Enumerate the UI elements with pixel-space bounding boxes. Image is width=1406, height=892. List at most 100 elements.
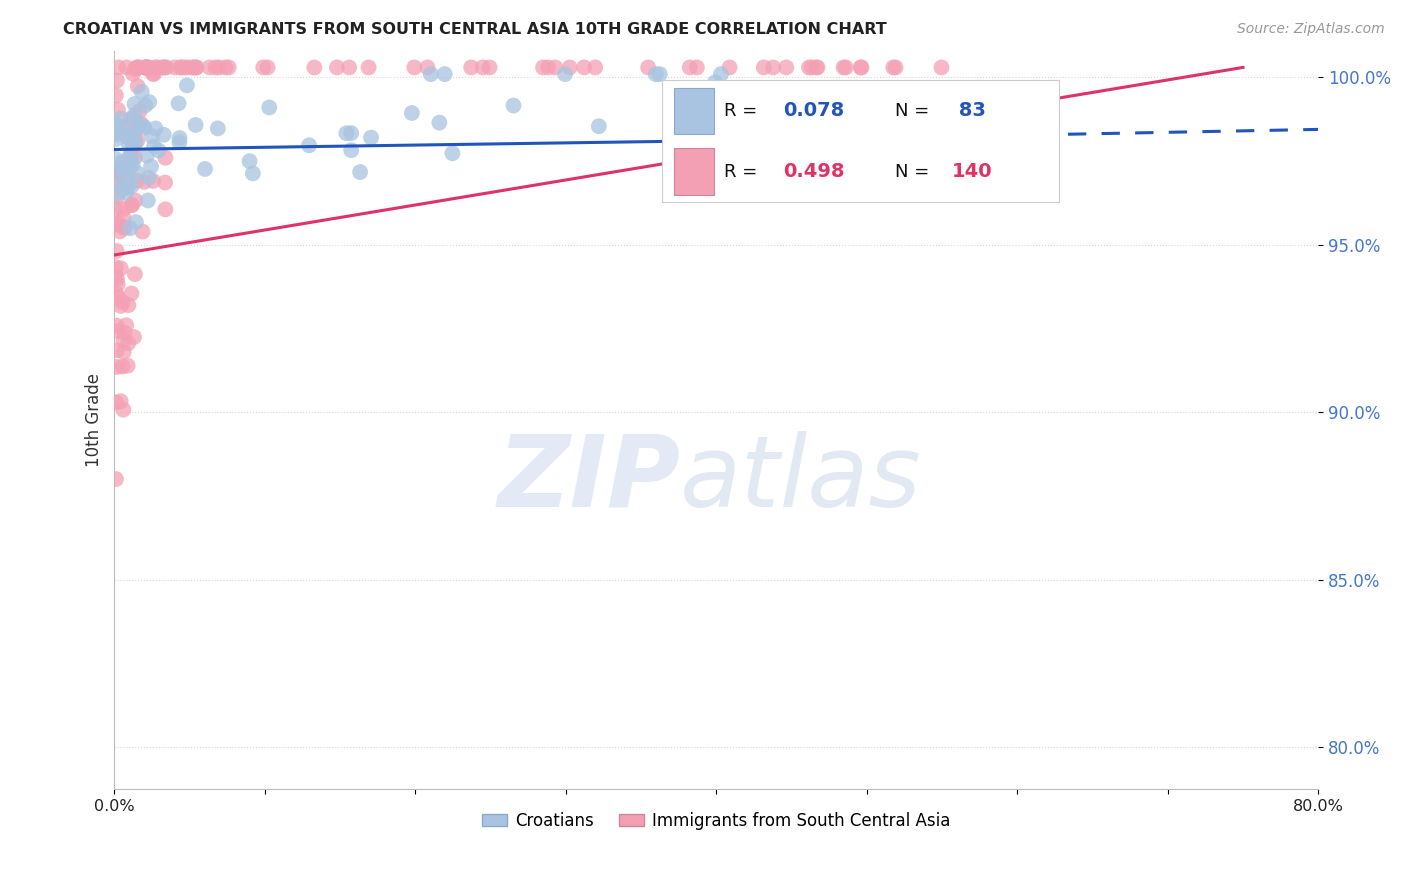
Point: [806, 61, 828, 75]
Point: [183, 61, 205, 75]
Point: [108, 119, 131, 133]
Point: [583, 61, 606, 75]
Point: [433, 67, 456, 81]
Point: [135, 61, 157, 75]
Point: [105, 272, 128, 286]
Point: [124, 267, 146, 281]
Point: [145, 121, 167, 136]
Point: [104, 187, 127, 202]
Point: [132, 119, 155, 133]
Point: [105, 132, 128, 146]
Point: [298, 138, 321, 153]
Point: [121, 286, 143, 301]
Point: [112, 334, 135, 348]
Point: [110, 155, 132, 169]
Point: [134, 98, 156, 112]
Point: [135, 61, 157, 75]
Point: [104, 152, 127, 166]
Point: [111, 359, 134, 374]
Point: [554, 67, 576, 81]
Point: [120, 152, 142, 166]
Point: [806, 61, 828, 75]
Point: [104, 88, 127, 103]
Point: [105, 343, 128, 358]
Point: [122, 112, 145, 126]
Point: [138, 170, 160, 185]
Point: [340, 126, 363, 140]
Point: [120, 159, 142, 173]
Point: [257, 100, 280, 114]
Point: [127, 166, 149, 180]
Point: [118, 221, 141, 235]
Point: [107, 163, 129, 178]
Point: [104, 217, 127, 231]
Point: [186, 61, 208, 75]
Point: [105, 318, 128, 333]
Point: [208, 61, 231, 75]
Point: [111, 295, 134, 310]
Point: [125, 174, 148, 188]
Point: [404, 61, 426, 75]
Point: [114, 160, 136, 174]
Point: [107, 291, 129, 305]
Point: [111, 219, 134, 234]
Text: CROATIAN VS IMMIGRANTS FROM SOUTH CENTRAL ASIA 10TH GRADE CORRELATION CHART: CROATIAN VS IMMIGRANTS FROM SOUTH CENTRA…: [63, 22, 887, 37]
Point: [537, 61, 560, 75]
Point: [115, 129, 138, 144]
Point: [121, 135, 143, 149]
Point: [124, 132, 146, 146]
Point: [502, 98, 524, 112]
Point: [252, 61, 274, 75]
Point: [128, 61, 150, 75]
Point: [124, 97, 146, 112]
Point: [107, 324, 129, 338]
Point: [131, 225, 153, 239]
Point: [124, 108, 146, 122]
Point: [110, 169, 132, 183]
Point: [163, 61, 186, 75]
Point: [141, 129, 163, 144]
Point: [122, 67, 145, 81]
Point: [107, 103, 129, 117]
Point: [460, 61, 482, 75]
Point: [125, 61, 148, 75]
Point: [800, 61, 823, 75]
Point: [337, 61, 360, 75]
Point: [644, 67, 666, 81]
Point: [572, 61, 595, 75]
Point: [107, 165, 129, 179]
Point: [256, 61, 278, 75]
Text: ZIP: ZIP: [498, 431, 681, 527]
Point: [834, 61, 856, 75]
Point: [110, 112, 132, 126]
Point: [686, 61, 709, 75]
Point: [340, 143, 363, 157]
Point: [138, 95, 160, 109]
Point: [181, 61, 204, 75]
Point: [105, 125, 128, 139]
Point: [136, 194, 159, 208]
Point: [117, 359, 139, 373]
Point: [153, 61, 176, 75]
Point: [849, 61, 872, 75]
Point: [108, 224, 131, 238]
Point: [349, 165, 371, 179]
Point: [134, 61, 156, 75]
Point: [150, 61, 173, 75]
Point: [112, 402, 135, 417]
Point: [125, 215, 148, 229]
Point: [531, 61, 554, 75]
Point: [122, 124, 145, 138]
Point: [544, 61, 567, 75]
Point: [173, 61, 195, 75]
Point: [752, 61, 775, 75]
Point: [127, 134, 149, 148]
Point: [931, 61, 953, 75]
Point: [169, 131, 191, 145]
Point: [132, 61, 155, 75]
Point: [176, 78, 198, 93]
Point: [115, 129, 138, 144]
Point: [112, 161, 135, 175]
Point: [105, 118, 128, 132]
Point: [121, 179, 143, 194]
